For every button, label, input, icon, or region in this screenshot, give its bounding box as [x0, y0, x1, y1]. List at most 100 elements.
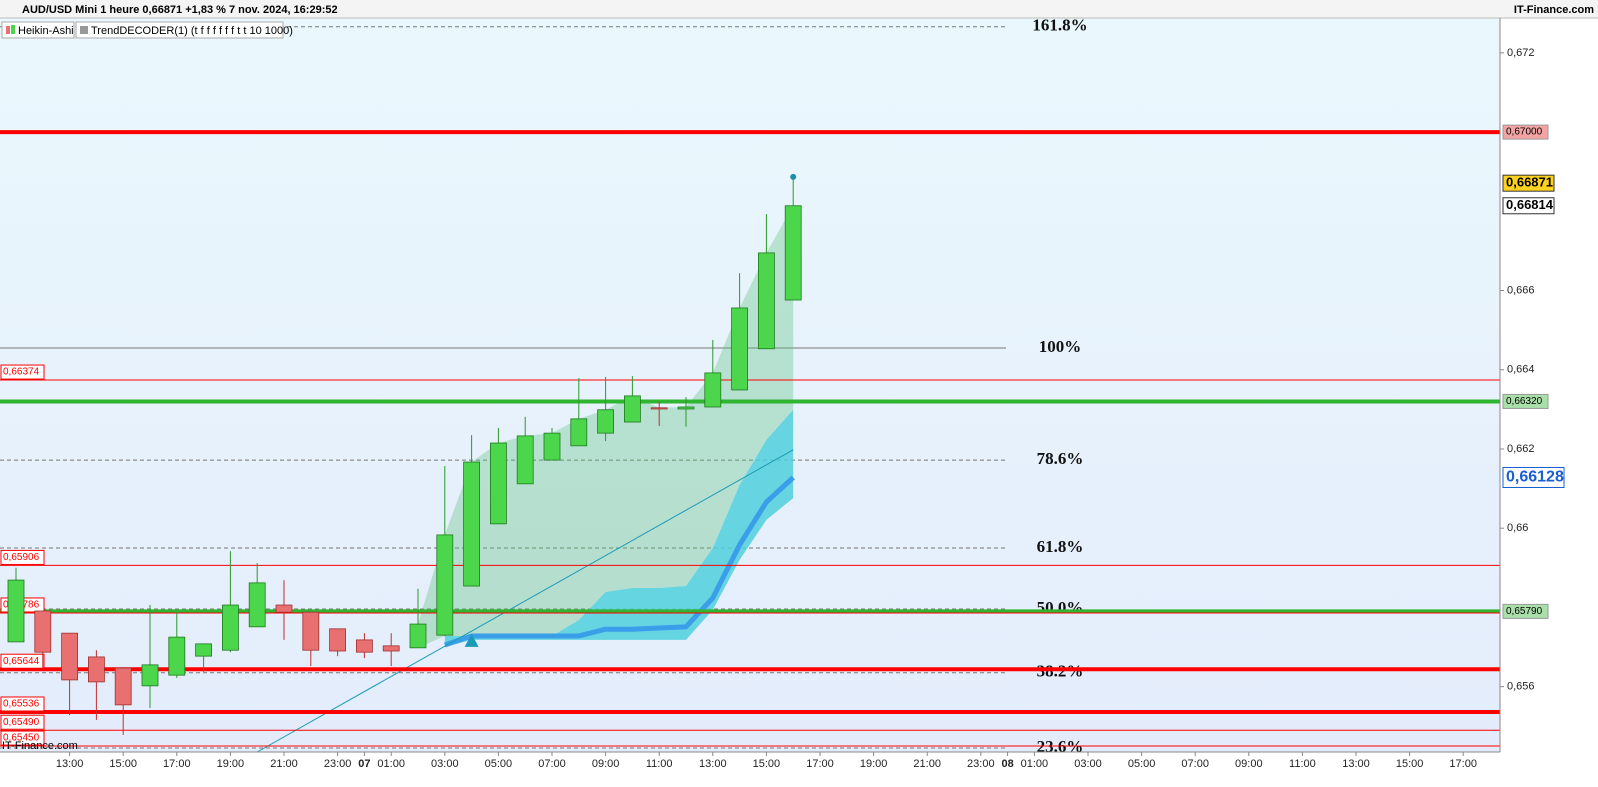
candle-body [597, 409, 614, 434]
x-tick-label: 17:00 [163, 758, 191, 770]
level-label: 0,65906 [3, 552, 40, 563]
x-tick-label: 07:00 [538, 758, 566, 770]
signal-arrow [464, 633, 479, 647]
x-tick-label: 03:00 [1074, 758, 1102, 770]
x-tick-label: 05:00 [1128, 758, 1156, 770]
chart-title: AUD/USD Mini 1 heure 0,66871 +1,83 % 7 n… [22, 4, 338, 16]
candle-body [7, 579, 25, 643]
candle-body [88, 656, 105, 683]
x-tick-label: 07 [358, 758, 370, 770]
high-dot [790, 173, 797, 180]
candle-body [168, 636, 186, 676]
y-tick-label: 0,664 [1507, 364, 1535, 376]
x-tick-label: 17:00 [1449, 758, 1477, 770]
level-label-box [1502, 393, 1549, 409]
candle-body [114, 667, 132, 706]
plot-layer: 161.8%100%78.6%61.8%50.0%38.2%23.6%0,663… [0, 16, 1500, 756]
plot-area [0, 18, 1500, 752]
x-tick-label: 11:00 [646, 758, 673, 770]
x-tick-label: 03:00 [431, 758, 459, 770]
legend-icon [6, 26, 10, 34]
candle-body [624, 395, 641, 423]
fib-label: 78.6% [1037, 449, 1084, 468]
level-label-box [0, 714, 45, 730]
watermark: IT-Finance.com [2, 740, 78, 752]
level-label: 0,65490 [3, 717, 40, 728]
x-tick-label: 05:00 [485, 758, 513, 770]
level-label-box [0, 364, 45, 380]
candle-body [382, 645, 400, 652]
legend-box [1, 21, 75, 39]
trend-line [256, 449, 794, 753]
y-tick-label: 0,666 [1507, 284, 1535, 296]
legend-label: Heikin-Ashi [18, 25, 74, 37]
candle-body [34, 610, 52, 653]
level-label-box [0, 696, 45, 712]
trend-band [444, 409, 794, 648]
x-tick-label: 09:00 [1235, 758, 1263, 770]
level-label: 0,65536 [3, 699, 40, 710]
fib-label: 161.8% [1032, 16, 1087, 35]
fib-label: 100% [1039, 337, 1082, 356]
candle-body [784, 205, 802, 301]
level-label-box [0, 549, 45, 565]
x-tick-label: 13:00 [1342, 758, 1370, 770]
level-label: 0,65644 [3, 656, 40, 667]
candle-body [758, 252, 775, 350]
x-tick-label: 08 [1001, 758, 1013, 770]
legend-icon [80, 26, 88, 34]
y-tick-label: 0,672 [1507, 47, 1535, 59]
x-tick-label: 19:00 [217, 758, 245, 770]
legend-label: TrendDECODER(1) (t f f f f f f t t 10 10… [91, 25, 293, 37]
level-label-box [1502, 603, 1549, 619]
candle-body [704, 372, 722, 408]
x-tick-label: 21:00 [270, 758, 298, 770]
level-label: 0,66320 [1506, 396, 1543, 407]
header-bar [0, 0, 1598, 18]
candle-body [570, 418, 588, 447]
x-tick-label: 11:00 [1289, 758, 1316, 770]
candle-body [329, 628, 347, 652]
x-tick-label: 13:00 [699, 758, 727, 770]
price-marker-label: 0,66871 [1506, 175, 1553, 190]
price-marker-label: 0,66128 [1506, 469, 1564, 486]
x-tick-label: 21:00 [913, 758, 941, 770]
candle-body [195, 643, 213, 657]
x-tick-label: 15:00 [1396, 758, 1424, 770]
candle-body [543, 432, 561, 461]
x-tick-label: 23:00 [324, 758, 352, 770]
legend: Heikin-Ashi TrendDECODER(1) (t f f f f f… [1, 21, 293, 39]
level-label: 0,65450 [3, 733, 40, 744]
level-label: 0,67000 [1506, 127, 1543, 138]
candle-body [409, 623, 427, 649]
price-marker-box [1502, 466, 1565, 488]
candle-body [302, 611, 320, 651]
candle-body [355, 639, 373, 653]
candle-body [463, 461, 481, 587]
y-tick-label: 0,66 [1507, 522, 1528, 534]
x-tick-label: 15:00 [753, 758, 781, 770]
price-marker-box [1502, 174, 1555, 192]
candle-body [731, 307, 748, 391]
candle-body [141, 664, 159, 687]
x-tick-label: 07:00 [1181, 758, 1209, 770]
trend-support-line [443, 475, 795, 648]
legend-icon [11, 25, 15, 34]
x-tick-label: 17:00 [806, 758, 834, 770]
x-tick-label: 01:00 [1021, 758, 1049, 770]
level-label: 0,66374 [3, 367, 40, 378]
candle-body [275, 604, 293, 613]
candle-body [248, 582, 266, 628]
price-marker-box [1502, 197, 1555, 215]
level-label-box [0, 730, 45, 746]
level-label: 0,65790 [1506, 606, 1543, 617]
candle-body [221, 604, 239, 651]
level-label-box [1502, 124, 1549, 140]
x-tick-label: 15:00 [109, 758, 137, 770]
x-tick-label: 19:00 [860, 758, 888, 770]
candle-body [516, 435, 534, 485]
candle-body [61, 632, 78, 681]
y-tick-label: 0,662 [1507, 443, 1535, 455]
